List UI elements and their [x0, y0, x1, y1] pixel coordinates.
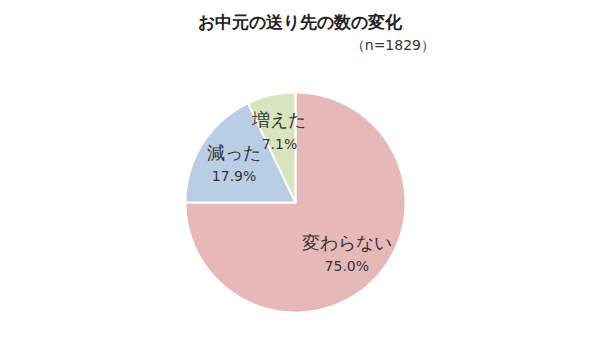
html-text:（n=1829）: （n=1829） — [350, 37, 435, 53]
svg-text:減った: 減った — [207, 142, 261, 163]
html-text:お中元の送り先の数の変化: お中元の送り先の数の変化 — [198, 12, 402, 32]
svg-text:17.9%: 17.9% — [212, 168, 256, 184]
svg-text:増えた: 増えた — [251, 109, 306, 130]
svg-text:75.0%: 75.0% — [325, 258, 369, 274]
svg-text:7.1%: 7.1% — [262, 136, 298, 152]
svg-text:変わらない: 変わらない — [302, 232, 392, 253]
